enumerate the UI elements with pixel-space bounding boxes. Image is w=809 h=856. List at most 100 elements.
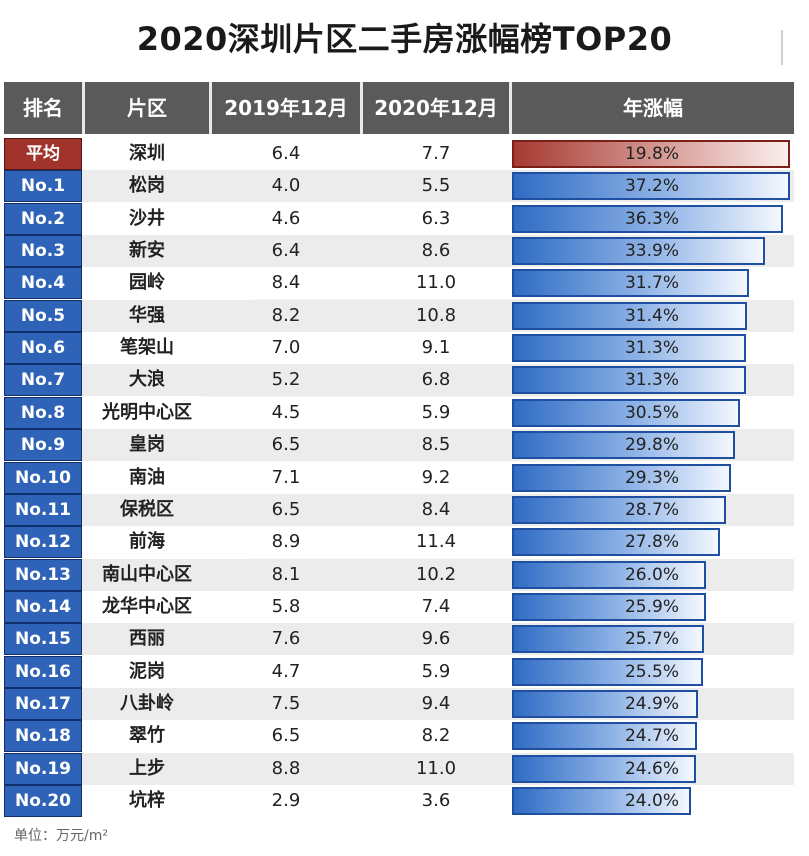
- price-2019-cell: 2.9: [271, 790, 301, 811]
- rank-cell: 平均: [4, 138, 82, 170]
- growth-bar-cell: 28.7%: [512, 495, 790, 524]
- header-2020: 2020年12月: [363, 82, 509, 134]
- growth-label: 33.9%: [624, 241, 679, 262]
- area-cell: 园岭: [129, 272, 165, 294]
- growth-bar: [512, 237, 765, 266]
- rank-cell: No.14: [4, 590, 82, 623]
- price-2019-cell: 8.8: [271, 757, 301, 779]
- area-cell: 新安: [129, 240, 165, 262]
- table-row: No.11 保税区 6.5 8.4 28.7%: [4, 493, 794, 526]
- price-2020-cell: 11.4: [415, 531, 457, 553]
- growth-label: 24.7%: [624, 726, 679, 747]
- table-row: No.3 新安 6.4 8.6 33.9%: [4, 235, 794, 268]
- price-2019-cell: 5.2: [271, 369, 301, 391]
- price-2020-cell: 11.0: [415, 272, 457, 294]
- rank-cell: No.9: [4, 429, 82, 462]
- growth-bar: [512, 269, 749, 298]
- price-2020-cell: 9.4: [421, 692, 451, 714]
- header-area: 片区: [85, 82, 209, 134]
- price-2019-cell: 4.7: [271, 660, 301, 682]
- growth-bar: [512, 366, 746, 395]
- growth-label: 27.8%: [624, 532, 679, 553]
- area-cell: 南油: [129, 466, 165, 488]
- rank-cell: No.1: [4, 170, 82, 203]
- price-2019-cell: 6.4: [271, 240, 301, 262]
- table-row: No.7 大浪 5.2 6.8 31.3%: [4, 364, 794, 397]
- area-cell: 西丽: [129, 628, 165, 650]
- area-cell: 笔架山: [120, 337, 174, 359]
- table-row: No.9 皇岗 6.5 8.5 29.8%: [4, 429, 794, 462]
- growth-label: 25.7%: [624, 629, 679, 650]
- growth-bar: [512, 722, 697, 751]
- table-row: No.6 笔架山 7.0 9.1 31.3%: [4, 332, 794, 365]
- area-cell: 皇岗: [129, 434, 165, 456]
- growth-bar-cell: 24.6%: [512, 754, 790, 783]
- price-2019-cell: 8.4: [271, 272, 301, 294]
- growth-bar-cell: 25.9%: [512, 592, 790, 621]
- rank-cell: No.8: [4, 396, 82, 429]
- area-cell: 龙华中心区: [102, 595, 192, 617]
- growth-bar: [512, 204, 783, 233]
- price-2019-cell: 7.5: [271, 692, 301, 714]
- area-cell: 光明中心区: [102, 401, 192, 423]
- growth-bar: [512, 431, 735, 460]
- page-title: 2020深圳片区二手房涨幅榜TOP20: [136, 20, 673, 58]
- growth-label: 29.8%: [624, 435, 679, 456]
- growth-bar-cell: 33.9%: [512, 237, 790, 266]
- rank-cell: No.10: [4, 461, 82, 494]
- table-row: No.15 西丽 7.6 9.6 25.7%: [4, 623, 794, 656]
- growth-bar: [512, 172, 790, 201]
- rank-cell: No.7: [4, 364, 82, 397]
- table-row: No.1 松岗 4.0 5.5 37.2%: [4, 170, 794, 203]
- growth-bar-cell: 26.0%: [512, 560, 790, 589]
- rank-cell: No.11: [4, 493, 82, 526]
- growth-label: 29.3%: [624, 467, 679, 488]
- growth-bar: [512, 625, 704, 654]
- growth-bar-cell: 24.7%: [512, 722, 790, 751]
- growth-bar-cell: 29.3%: [512, 463, 790, 492]
- table-row: No.19 上步 8.8 11.0 24.6%: [4, 752, 794, 785]
- rank-cell: No.18: [4, 720, 82, 753]
- growth-bar-cell: 29.8%: [512, 431, 790, 460]
- growth-bar: [512, 334, 746, 363]
- area-cell: 华强: [129, 304, 165, 326]
- table-header: 排名 片区 2019年12月 2020年12月 年涨幅: [4, 82, 794, 134]
- price-2019-cell: 4.5: [271, 401, 301, 423]
- area-cell: 松岗: [129, 175, 165, 197]
- rank-cell: No.12: [4, 526, 82, 559]
- growth-bar-cell: 36.3%: [512, 204, 790, 233]
- growth-bar-cell: 30.5%: [512, 398, 790, 427]
- table-row: No.14 龙华中心区 5.8 7.4 25.9%: [4, 590, 794, 623]
- table-row: No.12 前海 8.9 11.4 27.8%: [4, 526, 794, 559]
- table-row: No.8 光明中心区 4.5 5.9 30.5%: [4, 396, 794, 429]
- price-2020-cell: 11.0: [415, 757, 457, 779]
- growth-label: 24.0%: [624, 791, 679, 811]
- price-2019-cell: 4.0: [271, 175, 301, 197]
- table-row: No.16 泥岗 4.7 5.9 25.5%: [4, 655, 794, 688]
- growth-bar: [512, 398, 740, 427]
- growth-label: 31.3%: [624, 370, 679, 391]
- growth-label: 36.3%: [624, 208, 679, 229]
- price-2019-cell: 5.8: [271, 595, 301, 617]
- price-2019-cell: 8.1: [271, 563, 301, 585]
- rank-cell: No.5: [4, 299, 82, 332]
- growth-bar: [512, 528, 720, 557]
- rank-cell: No.16: [4, 655, 82, 688]
- growth-bar: [512, 689, 698, 718]
- table-row: No.17 八卦岭 7.5 9.4 24.9%: [4, 687, 794, 720]
- edge-divider: [781, 30, 783, 65]
- growth-bar-cell: 24.0%: [512, 787, 790, 815]
- area-cell: 翠竹: [129, 725, 165, 747]
- average-row: 平均 深圳 6.4 7.7 19.8%: [4, 138, 794, 170]
- price-2020-cell: 9.6: [421, 628, 451, 650]
- price-2020-cell: 5.5: [421, 175, 451, 197]
- price-2019-cell: 6.5: [271, 498, 301, 520]
- price-2020-cell: 10.8: [415, 304, 457, 326]
- price-2020-cell: 8.2: [421, 725, 451, 747]
- price-2020-cell: 8.6: [421, 240, 451, 262]
- area-cell: 前海: [129, 531, 165, 553]
- price-2019-cell: 8.9: [271, 531, 301, 553]
- growth-bar: [512, 140, 790, 168]
- growth-bar: [512, 463, 731, 492]
- growth-bar-cell: 31.3%: [512, 334, 790, 363]
